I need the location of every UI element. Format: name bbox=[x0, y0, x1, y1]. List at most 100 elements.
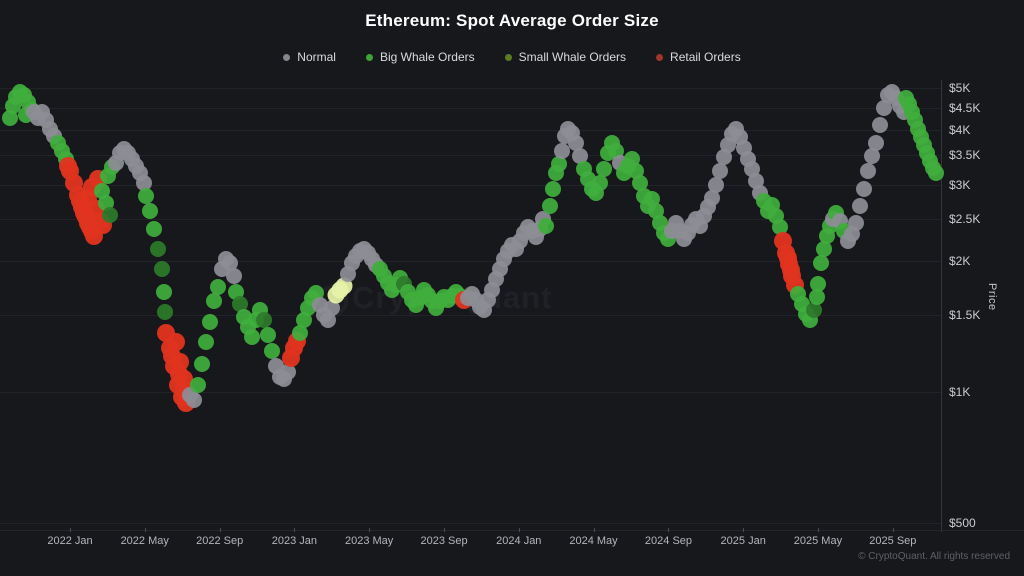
data-point bbox=[809, 288, 826, 305]
x-axis-tick bbox=[369, 528, 371, 532]
data-point bbox=[145, 221, 162, 238]
legend-item-label: Small Whale Orders bbox=[518, 50, 627, 64]
y-axis-tick-label: $500 bbox=[949, 516, 976, 530]
y-axis-tick-label: $2.5K bbox=[949, 211, 981, 226]
gridline bbox=[0, 261, 941, 263]
data-point bbox=[708, 177, 725, 194]
legend-item-label: Retail Orders bbox=[670, 50, 741, 64]
data-point bbox=[156, 303, 173, 320]
y-axis-tick-label: $5K bbox=[949, 81, 971, 95]
data-point bbox=[292, 324, 308, 341]
data-point bbox=[544, 180, 561, 197]
gridline bbox=[0, 88, 941, 89]
retail-dot-icon bbox=[656, 53, 664, 61]
data-point bbox=[232, 295, 249, 312]
gridline bbox=[0, 315, 941, 317]
y-axis-tick-label: $4K bbox=[949, 123, 971, 138]
gridline bbox=[0, 107, 941, 109]
data-point bbox=[537, 218, 554, 235]
data-point bbox=[243, 329, 260, 346]
data-point bbox=[170, 352, 189, 371]
legend-item-label: Normal bbox=[297, 50, 336, 64]
x-axis-tick bbox=[144, 528, 146, 532]
copyright-notice: © CryptoQuant. All rights reserved bbox=[858, 551, 1010, 562]
legend-item-big-whale-orders[interactable]: Big Whale Orders bbox=[365, 50, 475, 64]
data-point bbox=[596, 161, 613, 178]
y-axis-tick-label: $3.5K bbox=[949, 148, 981, 163]
x-axis-tick bbox=[219, 528, 221, 532]
x-axis-tick-label: 2025 Sep bbox=[869, 535, 917, 547]
x-axis-tick bbox=[518, 528, 520, 532]
data-point bbox=[554, 143, 571, 160]
gridline bbox=[0, 130, 941, 132]
legend: Normal Big Whale Orders Small Whale Orde… bbox=[0, 50, 1024, 64]
data-point bbox=[871, 117, 888, 134]
data-point bbox=[541, 198, 558, 215]
data-point bbox=[859, 163, 876, 180]
data-point bbox=[875, 100, 892, 117]
data-point bbox=[851, 198, 868, 215]
x-axis-tick bbox=[444, 528, 446, 532]
data-point bbox=[813, 255, 830, 272]
page-title: Ethereum: Spot Average Order Size bbox=[365, 11, 659, 30]
data-point bbox=[2, 110, 19, 127]
x-axis-tick-label: 2022 May bbox=[120, 535, 169, 547]
x-axis-tick bbox=[743, 528, 745, 532]
data-point bbox=[568, 134, 585, 151]
data-point bbox=[189, 376, 206, 393]
data-point bbox=[847, 215, 864, 232]
data-point bbox=[806, 301, 823, 318]
legend-item-small-whale-orders[interactable]: Small Whale Orders bbox=[504, 50, 627, 64]
data-point bbox=[136, 175, 153, 192]
x-axis-tick-label: 2024 May bbox=[569, 535, 618, 547]
gridline bbox=[0, 218, 941, 220]
data-point bbox=[627, 163, 644, 180]
x-axis-tick bbox=[892, 528, 894, 532]
y-axis-tick-label: $3K bbox=[949, 177, 971, 192]
data-point bbox=[279, 364, 296, 381]
data-point bbox=[572, 147, 589, 164]
data-point bbox=[166, 333, 185, 352]
data-point bbox=[154, 261, 170, 278]
data-point bbox=[324, 300, 341, 317]
data-point bbox=[809, 275, 826, 292]
legend-item-retail-orders[interactable]: Retail Orders bbox=[656, 50, 741, 64]
data-point bbox=[206, 293, 223, 310]
data-point bbox=[156, 283, 173, 300]
x-axis-tick-label: 2022 Jan bbox=[47, 535, 93, 547]
data-point bbox=[867, 134, 884, 151]
data-point bbox=[226, 267, 243, 284]
data-point bbox=[259, 326, 276, 343]
x-axis-line bbox=[0, 530, 1024, 531]
data-point bbox=[772, 219, 788, 236]
x-axis-tick-label: 2023 Jan bbox=[271, 535, 318, 547]
y-axis-line bbox=[941, 80, 942, 532]
y-axis-tick-label: $4.5K bbox=[949, 100, 981, 115]
data-point bbox=[186, 391, 203, 408]
legend-item-label: Big Whale Orders bbox=[379, 50, 475, 64]
data-point bbox=[142, 203, 159, 220]
data-point bbox=[712, 163, 729, 180]
data-point bbox=[94, 183, 111, 200]
data-point bbox=[101, 207, 118, 224]
x-axis-tick-label: 2022 Sep bbox=[196, 535, 244, 547]
data-point bbox=[864, 147, 880, 164]
data-point bbox=[221, 255, 238, 272]
x-axis-tick bbox=[294, 528, 296, 532]
data-point bbox=[210, 278, 227, 295]
data-point bbox=[631, 175, 648, 192]
x-axis-tick bbox=[593, 528, 595, 532]
data-point bbox=[263, 343, 280, 360]
x-axis-tick-label: 2023 May bbox=[344, 535, 394, 547]
data-point bbox=[592, 175, 609, 192]
legend-item-normal[interactable]: Normal bbox=[283, 50, 336, 64]
small-whale-dot-icon bbox=[504, 53, 512, 61]
data-point bbox=[307, 284, 324, 301]
data-point bbox=[256, 311, 273, 328]
gridline bbox=[0, 155, 941, 157]
data-point bbox=[228, 283, 245, 300]
data-point bbox=[193, 356, 210, 372]
x-axis-tick-label: 2025 Jan bbox=[720, 535, 766, 547]
x-axis-tick bbox=[668, 528, 670, 532]
